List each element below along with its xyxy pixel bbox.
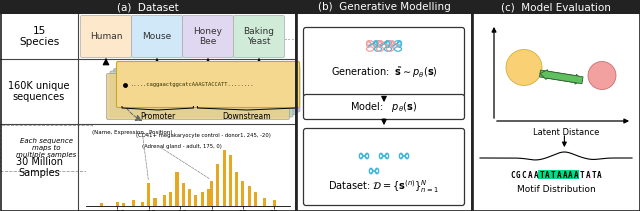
Bar	[472, 0, 639, 211]
Bar	[1, 0, 296, 211]
Bar	[273, 200, 276, 206]
Text: C: C	[510, 170, 515, 180]
FancyBboxPatch shape	[303, 128, 465, 206]
Text: A: A	[574, 170, 579, 180]
Text: (a)  Dataset: (a) Dataset	[117, 2, 179, 12]
Text: (CD41+ megakaryocyte control - donor1, 245, -20): (CD41+ megakaryocyte control - donor1, 2…	[136, 133, 271, 138]
Text: A: A	[568, 170, 573, 180]
Bar	[556, 170, 561, 179]
FancyBboxPatch shape	[131, 15, 182, 58]
FancyBboxPatch shape	[106, 73, 289, 119]
Bar	[263, 197, 266, 206]
Text: ...: ...	[284, 30, 296, 43]
Ellipse shape	[588, 61, 616, 89]
Bar	[235, 172, 238, 206]
FancyBboxPatch shape	[81, 15, 131, 58]
Text: Latent Distance: Latent Distance	[533, 128, 599, 137]
FancyBboxPatch shape	[182, 15, 234, 58]
Text: Mouse: Mouse	[142, 32, 172, 41]
FancyBboxPatch shape	[116, 61, 300, 107]
Bar	[207, 189, 210, 206]
Bar	[550, 170, 556, 179]
Bar	[169, 192, 172, 206]
Bar	[154, 197, 157, 206]
Bar	[229, 155, 232, 206]
Bar	[567, 170, 573, 179]
Bar	[210, 181, 213, 206]
Bar	[122, 203, 125, 206]
Text: Generation:  $\tilde{\mathbf{s}} \sim p_\theta(\mathbf{s})$: Generation: $\tilde{\mathbf{s}} \sim p_\…	[331, 66, 437, 80]
Text: 15
Species: 15 Species	[19, 26, 59, 47]
Bar	[254, 192, 257, 206]
Text: Each sequence
maps to
multiple samples: Each sequence maps to multiple samples	[16, 138, 76, 158]
Text: A: A	[586, 170, 590, 180]
Text: A: A	[597, 170, 602, 180]
Text: Downstream: Downstream	[222, 112, 271, 121]
Text: A: A	[527, 170, 532, 180]
Bar	[175, 172, 179, 206]
Bar	[216, 164, 220, 206]
Bar	[188, 189, 191, 206]
Text: T: T	[539, 170, 544, 180]
Text: T: T	[580, 170, 584, 180]
Text: Human: Human	[90, 32, 122, 41]
FancyArrow shape	[540, 70, 583, 84]
Bar	[296, 0, 472, 211]
Text: G: G	[516, 170, 520, 180]
Text: Baking
Yeast: Baking Yeast	[243, 27, 275, 46]
Text: (b)  Generative Modelling: (b) Generative Modelling	[317, 2, 451, 12]
Text: 160K unique
sequences: 160K unique sequences	[8, 81, 70, 102]
Bar	[141, 202, 144, 206]
Text: (Name, Expression , Position): (Name, Expression , Position)	[92, 130, 173, 135]
Bar	[200, 192, 204, 206]
Text: A: A	[533, 170, 538, 180]
Text: Model:   $p_\theta(\mathbf{s})$: Model: $p_\theta(\mathbf{s})$	[351, 100, 417, 114]
Bar	[544, 170, 550, 179]
Bar	[241, 181, 244, 206]
Bar	[573, 170, 579, 179]
Text: A: A	[557, 170, 561, 180]
FancyArrow shape	[540, 70, 582, 84]
Text: Dataset: $\mathcal{D} = \{\mathbf{s}^{(n)}\}_{n=1}^{N}$: Dataset: $\mathcal{D} = \{\mathbf{s}^{(n…	[328, 179, 440, 195]
FancyBboxPatch shape	[117, 66, 300, 112]
FancyBboxPatch shape	[303, 27, 465, 97]
Bar	[116, 202, 119, 206]
Bar	[131, 200, 134, 206]
Bar	[163, 195, 166, 206]
Bar	[100, 203, 103, 206]
Text: A: A	[563, 170, 567, 180]
Text: 30 Million
Samples: 30 Million Samples	[15, 157, 63, 178]
Text: A: A	[545, 170, 550, 180]
Bar	[182, 183, 185, 206]
Bar	[561, 170, 567, 179]
Text: Honey
Bee: Honey Bee	[193, 27, 223, 46]
Text: (Adrenal gland - adult, 175, 0): (Adrenal gland - adult, 175, 0)	[143, 144, 222, 149]
Text: C: C	[522, 170, 527, 180]
Text: Promoter: Promoter	[140, 112, 175, 121]
Bar	[248, 186, 251, 206]
Ellipse shape	[506, 50, 542, 85]
Text: (c)  Model Evaluation: (c) Model Evaluation	[501, 2, 611, 12]
FancyBboxPatch shape	[113, 69, 296, 115]
FancyBboxPatch shape	[234, 15, 285, 58]
Text: T: T	[591, 170, 596, 180]
Bar	[223, 150, 226, 206]
FancyBboxPatch shape	[110, 71, 293, 117]
FancyBboxPatch shape	[303, 95, 465, 119]
Bar	[195, 195, 197, 206]
Bar	[538, 170, 544, 179]
Text: T: T	[551, 170, 556, 180]
Bar	[0, 0, 640, 14]
Text: Motif Distribution: Motif Distribution	[516, 185, 595, 194]
Bar	[147, 183, 150, 206]
Text: .....caggaactggcatcAAAGTACCATT........: .....caggaactggcatcAAAGTACCATT........	[131, 82, 255, 87]
